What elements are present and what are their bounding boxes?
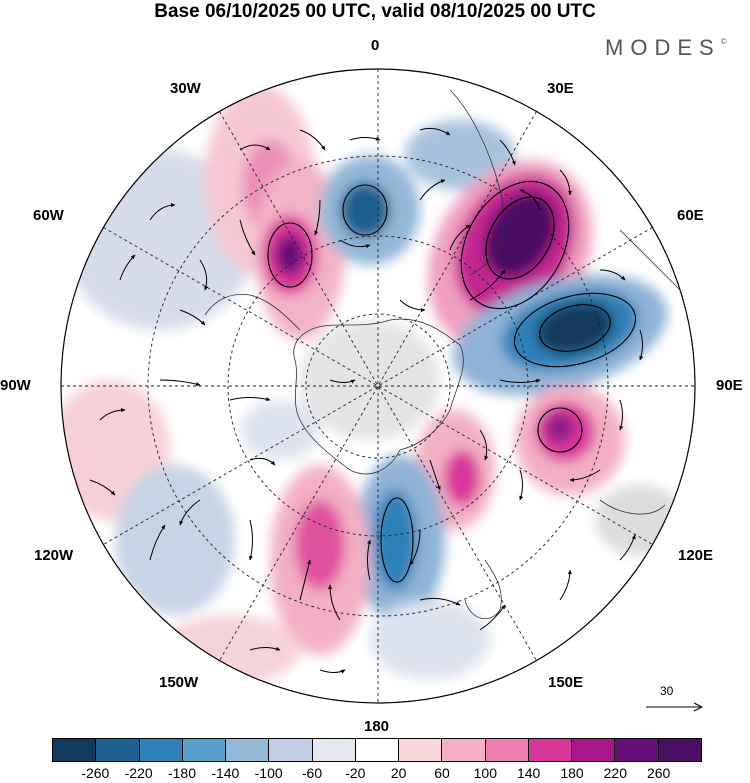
graticule <box>61 69 695 703</box>
colorbar-tick-label: 140 <box>516 765 541 781</box>
colorbar-segment <box>139 739 183 761</box>
colorbar-segment <box>355 739 400 761</box>
lon-label-120e: 120E <box>678 547 714 564</box>
lon-label-180: 180 <box>364 718 390 735</box>
colorbar-tick-label: 220 <box>603 765 628 781</box>
colorbar-tick-label: -260 <box>81 765 110 781</box>
map-title: Base 06/10/2025 00 UTC, valid 08/10/2025… <box>154 1 596 22</box>
colorbar-tick-label: -220 <box>124 765 153 781</box>
colorbar <box>52 738 702 762</box>
colorbar-tick-label: 60 <box>434 765 450 781</box>
reference-vector-arrow-icon <box>646 702 704 712</box>
colorbar-segment <box>312 739 356 761</box>
lon-label-150w: 150W <box>159 674 199 691</box>
colorbar-tick-label: -20 <box>345 765 366 781</box>
colorbar-tick-label: 180 <box>560 765 584 781</box>
colorbar-segment <box>182 739 227 761</box>
colorbar-tick-label: 260 <box>646 765 671 781</box>
wind-vectors <box>89 127 644 674</box>
contour-lines <box>267 180 637 583</box>
copyright-mark: © <box>720 37 727 46</box>
colorbar-segment <box>442 739 486 761</box>
colorbar-tick-label: -180 <box>167 765 197 781</box>
colorbar-segment <box>226 739 270 761</box>
lon-label-150e: 150E <box>548 674 584 691</box>
lon-label-90w: 90W <box>0 377 31 394</box>
lon-label-30w: 30W <box>170 80 201 97</box>
map-field <box>61 69 695 703</box>
colorbar-tick-label: 100 <box>473 765 498 781</box>
colorbar-tick-label: -140 <box>211 765 240 781</box>
modes-logo: MODES© <box>605 35 727 61</box>
colorbar-segment <box>485 739 529 761</box>
colorbar-segment <box>399 739 443 761</box>
lon-label-0: 0 <box>371 37 380 54</box>
colorbar-segment <box>269 739 313 761</box>
colorbar-segment <box>528 739 573 761</box>
lon-label-120w: 120W <box>34 547 74 564</box>
colorbar-segment <box>53 739 97 761</box>
colorbar-segment <box>572 739 616 761</box>
anomaly-field <box>61 85 685 685</box>
lon-label-60w: 60W <box>33 207 64 224</box>
reference-vector-label: 30 <box>660 684 674 698</box>
lon-label-30e: 30E <box>547 80 574 97</box>
map-boundary <box>60 68 696 704</box>
colorbar-ticks: -260 -220 -180 -140 -100 -60 -20 20 60 100 140 180 2… <box>52 765 702 783</box>
lon-label-90e: 90E <box>716 377 743 394</box>
lon-label-60e: 60E <box>677 207 704 224</box>
colorbar-segment <box>615 739 659 761</box>
colorbar-segment <box>658 739 701 761</box>
colorbar-tick-label: -60 <box>301 765 323 781</box>
colorbar-tick-label: -100 <box>254 765 283 781</box>
colorbar-segment <box>96 739 140 761</box>
brand-text: MODES <box>605 35 721 60</box>
colorbar-tick-label: 20 <box>390 765 407 781</box>
